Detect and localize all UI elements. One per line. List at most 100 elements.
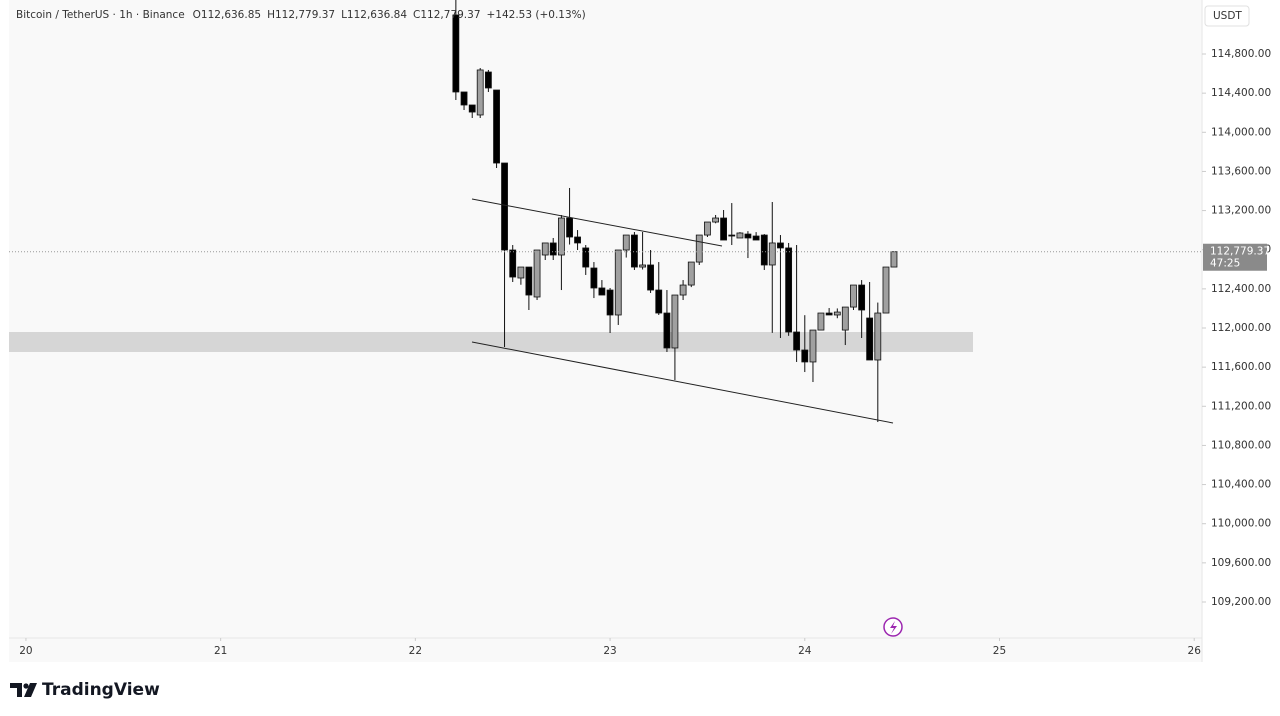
candle-body [622, 234, 630, 251]
plot-area [9, 0, 1202, 638]
y-tick-label: 114,000.00 [1211, 126, 1271, 138]
candle-body [598, 287, 606, 296]
candle-body [809, 329, 817, 363]
brand: TradingView [42, 680, 160, 700]
x-tick-label: 26 [1188, 645, 1202, 657]
ohlc-value: L112,636.84 [341, 9, 407, 21]
candle-body [833, 311, 841, 316]
candle-body [712, 217, 720, 223]
candles [452, 0, 898, 423]
y-tick-label: 114,800.00 [1211, 48, 1271, 60]
last-price-label: 112,779.37 [1210, 246, 1270, 258]
candle-body [606, 289, 614, 316]
candle-body [817, 312, 825, 331]
candle-body [557, 217, 565, 256]
candle-body [452, 14, 460, 93]
candle-body [468, 104, 476, 113]
candle-body [882, 266, 890, 314]
candle-body [663, 312, 671, 349]
symbol: Bitcoin / TetherUS · 1h · Binance [16, 9, 185, 21]
ohlc-value: C112,779.37 [413, 9, 480, 21]
candle-body [655, 289, 663, 314]
y-tick-label: 113,600.00 [1211, 165, 1271, 177]
candle-body [695, 234, 703, 263]
last-price-box [1203, 243, 1267, 271]
y-tick-label: 112,000.00 [1211, 322, 1271, 334]
y-tick-label: 110,800.00 [1211, 439, 1271, 451]
candle-body [890, 251, 898, 268]
candle-body [639, 264, 646, 268]
x-tick-label: 25 [993, 645, 1006, 657]
candle-body [517, 266, 525, 279]
y-tick-label: 109,600.00 [1211, 557, 1271, 569]
candle-body [728, 234, 736, 237]
candle-body [866, 317, 874, 361]
ohlc-value: H112,779.37 [267, 9, 335, 21]
candle-body [874, 312, 882, 361]
y-tick-label: 111,200.00 [1211, 400, 1271, 412]
y-tick-label: 112,400.00 [1211, 283, 1271, 295]
candle-body [460, 91, 468, 106]
candle-body [647, 264, 654, 291]
y-tick-label: 110,400.00 [1211, 479, 1271, 491]
brand-logo [10, 683, 37, 697]
y-tick-label: 110,000.00 [1211, 518, 1271, 530]
candle-body [566, 217, 573, 238]
candle-body [850, 284, 857, 308]
candle-body [671, 294, 679, 349]
candle-body [525, 266, 533, 296]
logo-mark [23, 683, 29, 689]
candle-body [509, 249, 517, 278]
candle-body [736, 232, 744, 239]
candle-body [541, 242, 549, 256]
countdown: 47:25 [1210, 258, 1240, 270]
trend-line [471, 341, 894, 424]
y-tick-label: 113,200.00 [1211, 205, 1271, 217]
y-tick-label: 109,200.00 [1211, 596, 1271, 608]
candle-body [533, 249, 541, 298]
candle-body [841, 306, 849, 331]
candle-body [825, 312, 833, 316]
candle-body [744, 233, 752, 239]
candle-body [760, 234, 768, 266]
candle-body [590, 267, 598, 289]
candle-body [720, 217, 727, 241]
candle-body [793, 331, 801, 351]
candle-body [549, 242, 557, 256]
candle-body [752, 235, 760, 241]
ohlc-value: +142.53 (+0.13%) [487, 9, 586, 21]
candle-body [501, 162, 508, 251]
candle-body [801, 349, 809, 363]
candle-body [574, 236, 581, 244]
candle-body [768, 242, 776, 266]
trend-line [471, 198, 723, 247]
y-tick-label: 114,400.00 [1211, 87, 1271, 99]
x-tick-label: 20 [19, 645, 32, 657]
candle-body [476, 69, 484, 116]
ohlc-value: O112,636.85 [193, 9, 261, 21]
candle-body [777, 242, 784, 249]
candle-body [679, 284, 687, 296]
candle-body [631, 234, 638, 268]
x-tick-label: 23 [603, 645, 616, 657]
y-tick-label: 111,600.00 [1211, 361, 1271, 373]
alert-icon-bolt [890, 621, 897, 634]
x-tick-label: 21 [214, 645, 227, 657]
candle-body [687, 261, 695, 286]
support-zone [9, 332, 973, 352]
x-tick-label: 22 [409, 645, 422, 657]
candle-body [484, 71, 492, 89]
candle-body [614, 249, 622, 316]
candle-body [582, 247, 590, 268]
candle-body [785, 247, 793, 333]
time-axis [9, 638, 1202, 662]
logo-mark [10, 683, 22, 697]
currency: USDT [1213, 10, 1242, 22]
candle-body [704, 221, 711, 236]
logo-mark [24, 683, 37, 697]
currency-box[interactable] [1204, 5, 1250, 27]
candle-body [858, 284, 866, 311]
candle-body [493, 89, 500, 164]
